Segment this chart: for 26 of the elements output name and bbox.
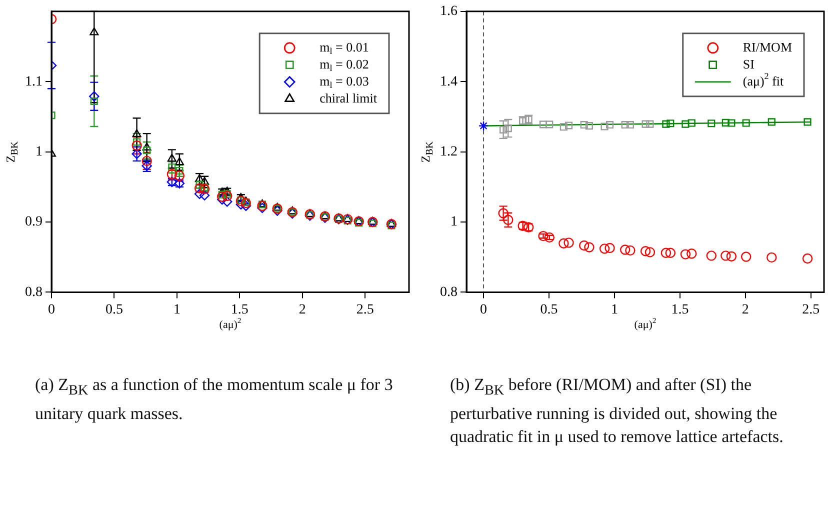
y-tick-label: 0.8 (440, 284, 458, 300)
x-tick-label: 1 (610, 302, 618, 318)
text: (b) Z$_{BK}$ before (RI/MOM) and after (SI) the perturbative running is divided out, showing the quadratic fit in μ used to remove lattice artefacts. (450, 374, 784, 448)
x-tick-label: 1.5 (671, 302, 689, 318)
x-tick-label: 1 (173, 302, 180, 318)
y-tick-label: 1.2 (440, 144, 458, 160)
y-tick-label: 1 (450, 214, 458, 230)
x-tick-label: 2.5 (802, 302, 820, 318)
legend-label: chiral limit (320, 90, 378, 106)
x-tick-label: 1.5 (230, 302, 248, 318)
y-tick-label: 1.6 (440, 4, 458, 20)
x-tick-label: 2 (298, 302, 306, 318)
text: (a) Z$_{BK}$ as a function of the momentum scale μ for 3 unitary quark masses. (35, 374, 394, 426)
y-tick-label: 0.8 (25, 284, 42, 300)
y-tick-label: 1.1 (25, 74, 42, 90)
x-tick-label: 0.5 (105, 302, 123, 318)
x-tick-label: 0.5 (540, 302, 558, 318)
x-tick-label: 0 (48, 302, 55, 318)
x-tick-label: 2 (742, 302, 749, 318)
y-tick-label: 1 (36, 144, 42, 160)
legend-label: RI/MOM (742, 39, 792, 54)
x-tick-label: 0 (480, 302, 488, 318)
legend-label: SI (742, 56, 754, 72)
x-tick-label: 2.5 (356, 302, 374, 318)
y-tick-label: 1.4 (440, 74, 458, 90)
y-tick-label: 0.9 (25, 214, 42, 230)
